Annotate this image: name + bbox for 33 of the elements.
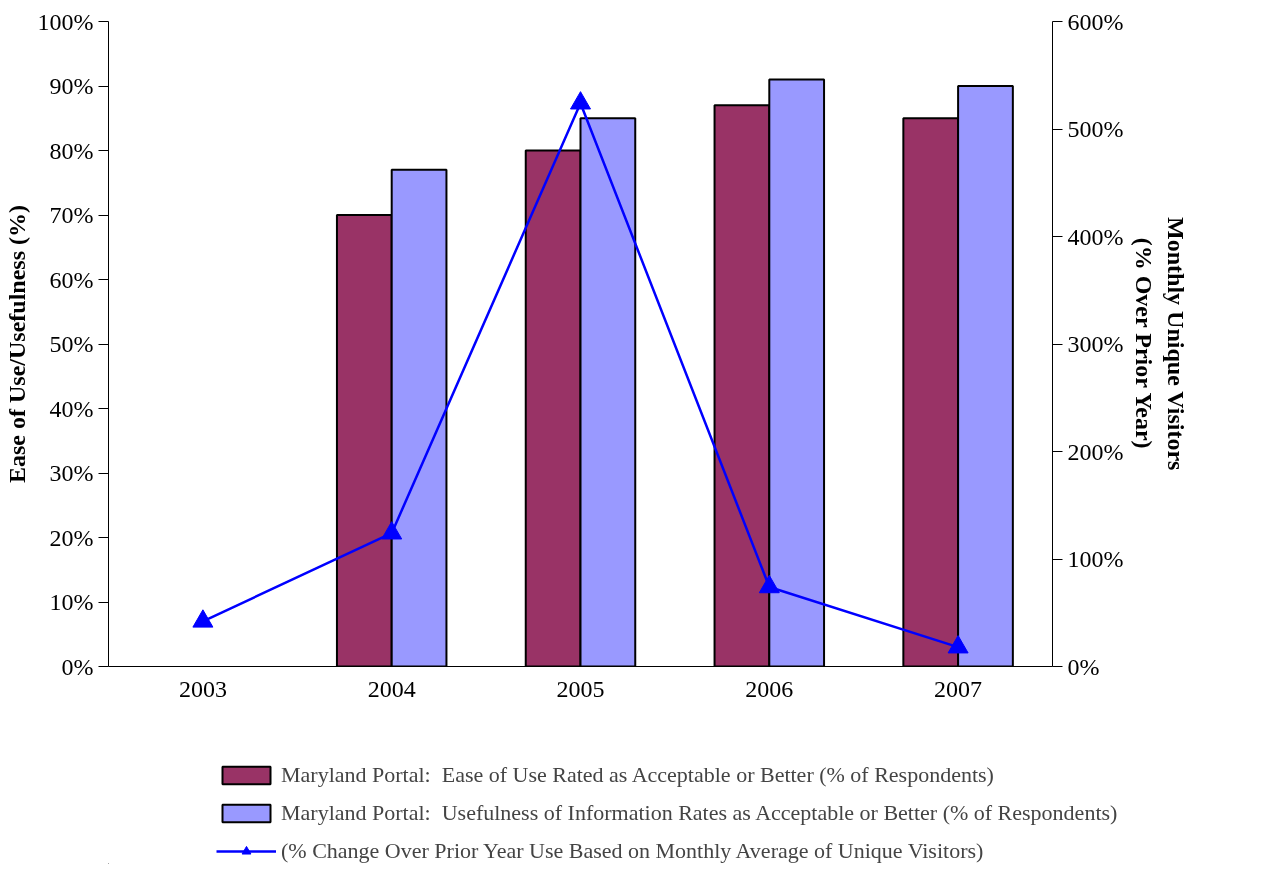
point [570, 91, 591, 110]
x-tick-label: 2003 [178, 675, 227, 702]
legend-label: (% Change Over Prior Year Use Based on Monthly Average of Unique Visitors) [281, 838, 984, 864]
point [381, 521, 403, 540]
y-tick-label: 10% [49, 589, 94, 615]
y2-tick-label: 500% [1067, 116, 1124, 142]
y2-tick-label: 0% [1067, 653, 1100, 680]
y2-tick-label: 300% [1067, 331, 1124, 357]
legend-label: Maryland Portal: Usefulness of Information Rates as Acceptable or Better (% of Respondents) [281, 800, 1118, 826]
y2-tick-label: 100% [1067, 546, 1124, 572]
x-tick-label: 2004 [367, 675, 416, 702]
point [192, 609, 214, 628]
y2-axis-title: Monthly Unique Visitors (% Over Prior Year) [1131, 217, 1189, 471]
y-tick-label: 90% [49, 73, 94, 99]
y-tick-label: 50% [49, 331, 94, 357]
x-tick-label: 2005 [556, 675, 605, 702]
x-tick-label: 2006 [745, 675, 794, 702]
y-tick-label: 20% [49, 524, 94, 551]
y-tick-label: 60% [49, 266, 94, 293]
y-tick-label: 80% [49, 137, 94, 164]
point [947, 635, 969, 654]
y-tick-label: 40% [49, 395, 94, 422]
y2-tick-label: 400% [1067, 223, 1124, 250]
y-axis-title: Ease of Use/Usefulness (%) [3, 205, 30, 483]
point [758, 574, 780, 594]
y-tick-label: 100% [37, 8, 94, 35]
x-tick-label: 2007 [934, 675, 983, 702]
y-tick-label: 30% [49, 460, 94, 486]
y-tick-label: 0% [61, 653, 94, 680]
legend-label: Maryland Portal: Ease of Use Rated as Acceptable or Better (% of Respondents) [281, 762, 994, 788]
y2-tick-label: 200% [1067, 438, 1124, 465]
y2-tick-label: 600% [1067, 8, 1124, 35]
y-tick-label: 70% [49, 202, 94, 228]
